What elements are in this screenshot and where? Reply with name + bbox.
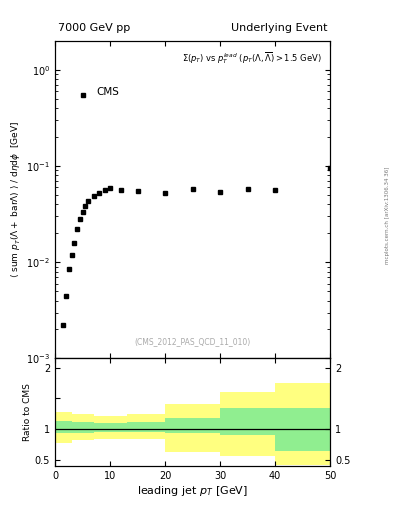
Y-axis label: $\langle$ sum $p_T^{}(\Lambda +$ bar$\Lambda)$ $\rangle$ / d$\eta$d$\phi$  [GeV]: $\langle$ sum $p_T^{}(\Lambda +$ bar$\La… xyxy=(10,121,24,279)
Text: $\Sigma(p_T)$ vs $p_T^{lead}$ $(p_T(\Lambda,\overline{\Lambda}) > 1.5$ GeV$)$: $\Sigma(p_T)$ vs $p_T^{lead}$ $(p_T(\Lam… xyxy=(182,51,322,66)
Y-axis label: Ratio to CMS: Ratio to CMS xyxy=(23,383,32,441)
Text: 7000 GeV pp: 7000 GeV pp xyxy=(58,23,130,33)
Text: mcplots.cern.ch [arXiv:1306.34 36]: mcplots.cern.ch [arXiv:1306.34 36] xyxy=(385,166,389,264)
X-axis label: leading jet $p_T$ [GeV]: leading jet $p_T$ [GeV] xyxy=(137,483,248,498)
Text: CMS: CMS xyxy=(96,87,119,97)
Text: Underlying Event: Underlying Event xyxy=(231,23,327,33)
Text: (CMS_2012_PAS_QCD_11_010): (CMS_2012_PAS_QCD_11_010) xyxy=(134,337,251,346)
